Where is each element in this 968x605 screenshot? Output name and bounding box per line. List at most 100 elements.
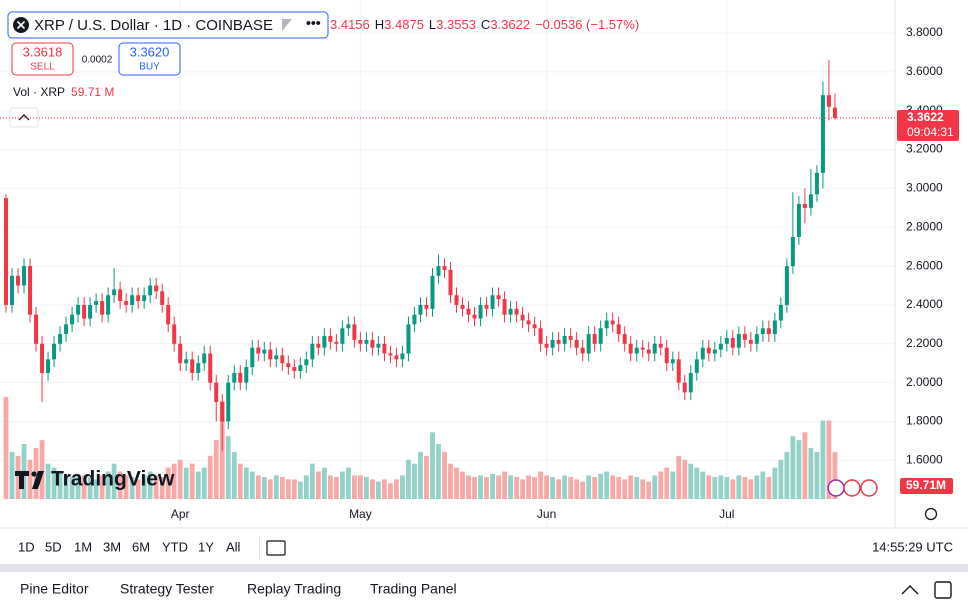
- range-button[interactable]: 1M: [74, 539, 92, 554]
- candle-body: [574, 339, 579, 348]
- x-tick-label: Jul: [719, 507, 734, 521]
- symbol-title[interactable]: XRP / U.S. Dollar · 1D · COINBASE: [34, 17, 273, 34]
- y-tick-label: 2.4000: [906, 297, 943, 311]
- event-icon[interactable]: [843, 479, 861, 497]
- candle-body: [616, 324, 621, 335]
- candle-body: [490, 295, 495, 309]
- volume-bar: [129, 477, 135, 499]
- volume-bar: [135, 479, 141, 499]
- candle-body: [622, 334, 627, 344]
- volume-bar: [754, 475, 760, 499]
- candle-body: [418, 304, 423, 315]
- candle-body: [346, 324, 351, 329]
- candle-body: [220, 402, 225, 422]
- panel-tab[interactable]: Strategy Tester: [120, 581, 214, 597]
- collapse-button[interactable]: [9, 107, 39, 128]
- volume-bar: [694, 467, 700, 499]
- volume-bar: [496, 475, 501, 499]
- symbol-box[interactable]: [7, 11, 329, 39]
- volume-bar: [592, 477, 598, 499]
- volume-bar: [562, 475, 568, 499]
- buy-button[interactable]: [118, 42, 181, 76]
- candle-body: [244, 367, 249, 383]
- panel-tab[interactable]: Trading Panel: [370, 581, 457, 597]
- candle-body: [238, 372, 243, 383]
- flag-icon[interactable]: [282, 19, 292, 31]
- candle-body: [796, 203, 801, 237]
- panel-tab[interactable]: Replay Trading: [247, 581, 341, 597]
- volume-bar: [556, 479, 562, 499]
- volume-bar: [243, 467, 249, 499]
- volume-bar: [508, 475, 513, 499]
- volume-bar: [760, 471, 766, 499]
- candle-body: [484, 304, 489, 309]
- volume-bar: [430, 432, 435, 499]
- volume-bar: [159, 477, 165, 499]
- candle-body: [274, 355, 279, 360]
- volume-bar: [255, 475, 261, 499]
- volume-bar: [141, 475, 147, 499]
- volume-bar: [724, 477, 730, 499]
- candle-body: [412, 314, 417, 325]
- candle-body: [610, 320, 615, 325]
- candle-body: [604, 320, 609, 329]
- candle-body: [76, 304, 81, 315]
- panel-expand-icon[interactable]: [901, 585, 919, 595]
- sell-button[interactable]: [11, 42, 74, 76]
- candle-body: [154, 285, 159, 292]
- y-tick-label: 2.8000: [906, 219, 943, 233]
- candle-body: [124, 301, 129, 305]
- volume-bar: [147, 471, 153, 499]
- candle-body: [778, 304, 783, 321]
- volume-bar: [646, 481, 652, 499]
- event-icon[interactable]: [827, 479, 845, 497]
- settings-icon[interactable]: [924, 507, 938, 521]
- volume-bar: [700, 471, 706, 499]
- candle-body: [310, 343, 315, 360]
- candle-body: [502, 299, 507, 315]
- last-price-box: [897, 110, 959, 142]
- range-button[interactable]: 3M: [103, 539, 121, 554]
- panel-tab[interactable]: Pine Editor: [20, 581, 89, 597]
- volume-bar: [598, 473, 604, 499]
- candle-body: [208, 353, 213, 383]
- candle-body: [538, 328, 543, 344]
- event-icon[interactable]: [860, 479, 878, 497]
- volume-bar: [345, 467, 351, 499]
- y-tick-label: 1.8000: [906, 414, 943, 428]
- volume-bar: [814, 451, 820, 499]
- volume-bar: [297, 481, 303, 499]
- candle-body: [832, 107, 837, 119]
- y-tick-label: 3.8000: [906, 25, 943, 39]
- change-value: −0.0536 (−1.57%): [535, 17, 639, 32]
- range-button[interactable]: 6M: [132, 539, 150, 554]
- candle-body: [652, 343, 657, 354]
- volume-bar: [748, 479, 754, 499]
- y-tick-label: 3.0000: [906, 181, 943, 195]
- volume-bar: [225, 436, 231, 499]
- volume-bar: [376, 481, 381, 499]
- candle-body: [52, 343, 57, 360]
- date-range-icon[interactable]: [266, 540, 286, 556]
- volume-bar: [772, 467, 778, 499]
- panel-maximize-icon[interactable]: [934, 581, 952, 599]
- candle-body: [742, 334, 747, 340]
- volume-bar: [778, 459, 784, 499]
- candle-body: [100, 301, 105, 315]
- range-button[interactable]: YTD: [162, 539, 188, 554]
- range-button[interactable]: 5D: [45, 539, 62, 554]
- candle-body: [16, 275, 21, 286]
- spread: 0.0002: [82, 55, 113, 66]
- range-button[interactable]: 1Y: [198, 539, 214, 554]
- volume-bar: [249, 471, 255, 499]
- range-button[interactable]: All: [226, 539, 241, 554]
- candle-body: [10, 275, 15, 305]
- sell-price: 3.3618: [23, 44, 63, 59]
- volume-bar: [676, 455, 682, 499]
- volume-bar: [418, 451, 423, 499]
- candle-body: [82, 304, 87, 319]
- more-icon[interactable]: •••: [306, 15, 321, 31]
- volume-bar: [333, 477, 339, 499]
- range-button[interactable]: 1D: [18, 539, 35, 554]
- open-value: 3.4156: [330, 17, 370, 32]
